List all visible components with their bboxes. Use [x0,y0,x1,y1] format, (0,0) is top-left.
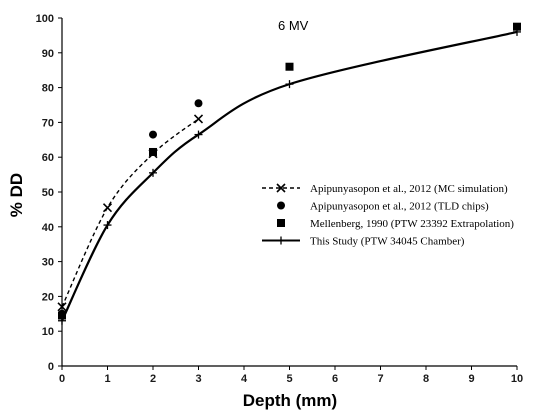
x-stroke [57,302,67,312]
y-tick-label: 20 [42,291,54,303]
x-tick-label: 8 [423,373,429,385]
y-tick-label: 0 [48,361,54,373]
data-point [194,99,203,108]
x-axis-title: Depth (mm) [243,391,337,410]
x-stroke [193,114,204,124]
data-point [193,114,204,124]
x-tick-label: 9 [468,373,474,385]
y-tick-label: 50 [42,187,54,199]
legend-item: Apipunyasopon et al., 2012 (TLD chips) [277,201,489,213]
data-point [58,316,66,325]
x-tick-label: 3 [195,373,201,385]
legend-label: Apipunyasopon et al., 2012 (TLD chips) [310,201,489,213]
y-tick-label: 40 [42,222,54,234]
legend-marker [277,201,285,210]
x-stroke [102,203,113,213]
data-point [513,22,521,31]
legend-marker [277,219,285,227]
legend-label: Mellenberg, 1990 (PTW 23392 Extrapolatio… [310,218,514,230]
y-ticks: 0 10 20 30 40 50 60 70 80 90 100 [36,13,62,373]
y-tick-label: 10 [42,326,54,338]
series-2 [58,99,203,318]
y-tick-label: 90 [42,48,54,60]
x-tick-label: 6 [332,373,338,385]
x-tick-label: 10 [511,373,523,385]
y-tick-label: 60 [42,152,54,164]
legend-marker [277,236,285,245]
data-point [285,62,294,71]
x-tick-label: 0 [59,373,65,385]
data-point [149,130,157,139]
data-point [57,302,67,312]
data-point [149,168,157,177]
data-point [285,80,294,89]
x-ticks: 0 1 2 3 4 5 6 7 8 9 10 [59,366,523,385]
data-point [102,203,113,213]
x-tick-label: 5 [286,373,292,385]
legend-item: Mellenberg, 1990 (PTW 23392 Extrapolatio… [277,218,514,230]
x-tick-label: 7 [377,373,383,385]
y-axis-title: % DD [7,173,26,217]
x-stroke [276,183,286,193]
series-line [61,118,199,308]
x-tick-label: 4 [241,373,248,385]
energy-annotation: 6 MV [278,18,309,33]
legend-item: This Study (PTW 34045 Chamber) [262,236,465,248]
y-tick-label: 70 [42,117,54,129]
series-4 [58,27,521,325]
legend-marker [276,183,286,193]
axes: 0 1 2 3 4 5 6 7 8 9 10 0 10 20 30 40 50 60 70 80 90 100 [36,13,523,385]
y-tick-label: 80 [42,83,54,95]
data-point [103,221,112,230]
series-line [61,30,518,322]
legend-label: This Study (PTW 34045 Chamber) [310,236,465,248]
data-point [513,27,521,36]
series-3 [58,22,521,320]
y-tick-label: 30 [42,257,54,269]
y-tick-label: 100 [36,13,54,25]
data-point [194,130,203,139]
series-layer [57,22,521,325]
data-point [58,311,66,320]
legend: Apipunyasopon et al., 2012 (MC simulatio… [262,183,514,248]
x-tick-label: 2 [150,373,156,385]
data-point [149,147,157,156]
legend-item: Apipunyasopon et al., 2012 (MC simulatio… [262,183,508,195]
x-tick-label: 1 [104,373,110,385]
legend-label: Apipunyasopon et al., 2012 (MC simulatio… [310,183,508,195]
